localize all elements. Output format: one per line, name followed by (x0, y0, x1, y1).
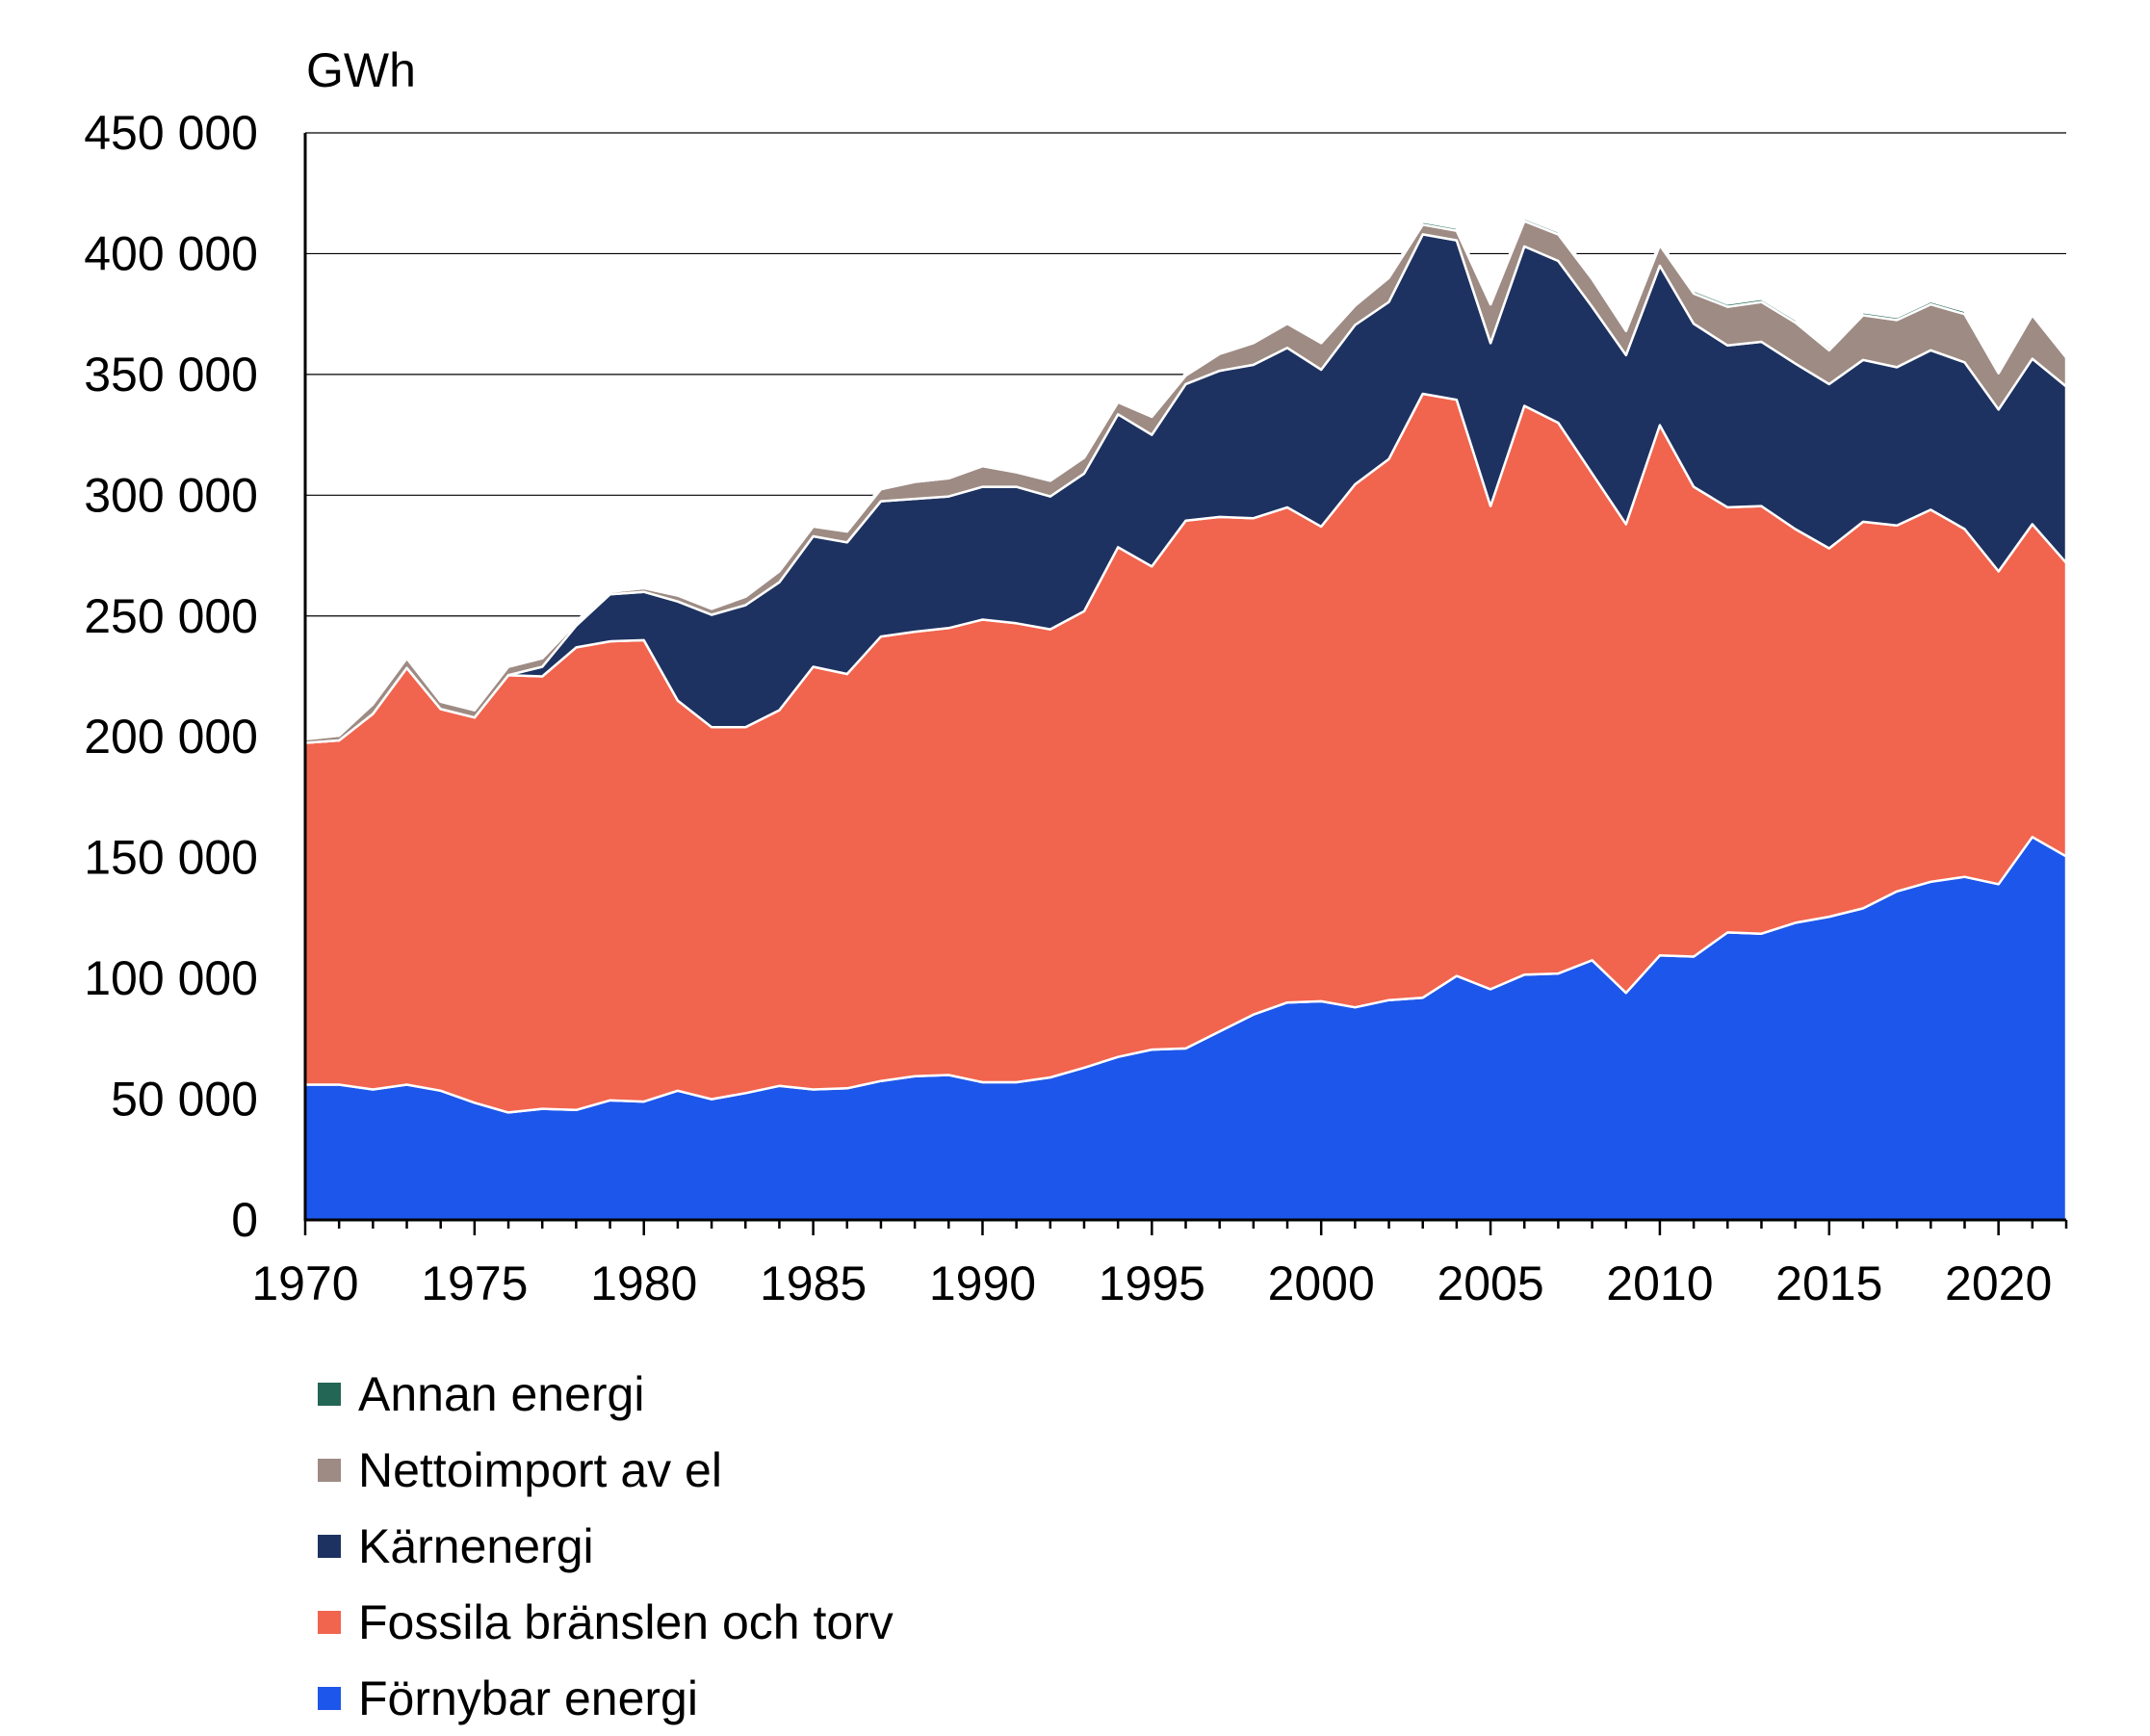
x-tick-label: 1975 (421, 1257, 528, 1310)
legend-label: Fossila bränslen och torv (358, 1594, 894, 1649)
legend-swatch (318, 1534, 341, 1558)
legend-label: Nettoimport av el (358, 1442, 722, 1497)
legend-label: Annan energi (358, 1366, 645, 1421)
y-tick-label: 0 (231, 1193, 258, 1247)
y-tick-label: 50 000 (111, 1073, 258, 1127)
x-tick-label: 1990 (929, 1257, 1036, 1310)
legend-label: Förnybar energi (358, 1671, 698, 1725)
x-tick-label: 1980 (590, 1257, 697, 1310)
legend-swatch (318, 1458, 341, 1482)
y-tick-label: 350 000 (84, 348, 258, 402)
legend-item: Förnybar energi (318, 1660, 894, 1736)
legend-item: Annan energi (318, 1356, 894, 1432)
legend-item: Kärnenergi (318, 1508, 894, 1584)
y-tick-label: 100 000 (84, 951, 258, 1005)
x-tick-label: 2020 (1945, 1257, 2052, 1310)
legend-item: Fossila bränslen och torv (318, 1584, 894, 1660)
x-tick-label: 1970 (251, 1257, 358, 1310)
legend: Annan energi Nettoimport av el Kärnenergi F… (318, 1356, 894, 1736)
y-tick-label: 250 000 (84, 589, 258, 643)
legend-label: Kärnenergi (358, 1518, 594, 1573)
y-tick-labels: 0 50 000 100 000 150 000 200 000 250 000 300 0… (84, 106, 258, 1247)
legend-swatch (318, 1610, 341, 1634)
x-tick-label: 2000 (1268, 1257, 1375, 1310)
y-tick-label: 450 000 (84, 106, 258, 160)
y-tick-label: 150 000 (84, 831, 258, 885)
y-tick-label: 200 000 (84, 710, 258, 764)
x-tick-label: 1995 (1099, 1257, 1205, 1310)
x-tick-label: 1985 (760, 1257, 867, 1310)
x-tick-label: 2005 (1437, 1257, 1543, 1310)
x-tick-label: 2015 (1775, 1257, 1882, 1310)
stacked-area-chart: GWh 0 50 000 100 000 150 000 200 000 250 000 3… (84, 43, 2068, 1310)
legend-swatch (318, 1686, 341, 1710)
y-tick-label: 400 000 (84, 226, 258, 280)
legend-swatch (318, 1382, 341, 1406)
area-annan-energi (303, 217, 2068, 740)
data-areas (303, 217, 2068, 1222)
y-tick-label: 300 000 (84, 468, 258, 522)
legend-item: Nettoimport av el (318, 1432, 894, 1508)
x-tick-label: 2010 (1606, 1257, 1713, 1310)
axes (303, 133, 2068, 1235)
x-tick-labels: 1970 1975 1980 1985 1990 1995 2000 2005 2010 2015… (251, 1257, 2052, 1310)
unit-label: GWh (306, 43, 416, 97)
